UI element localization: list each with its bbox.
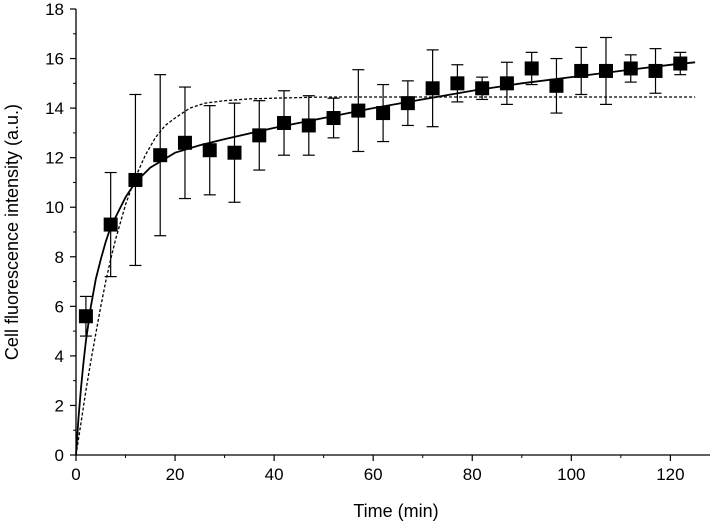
data-point <box>673 56 688 71</box>
data-point <box>648 63 663 78</box>
y-tick-label: 8 <box>55 248 64 267</box>
fit-curves <box>75 61 696 456</box>
data-point <box>598 63 613 78</box>
x-tick-label: 120 <box>656 465 684 484</box>
data-point <box>227 145 242 160</box>
y-tick-label: 18 <box>45 0 64 19</box>
y-tick-label: 10 <box>45 198 64 217</box>
y-tick-label: 16 <box>45 50 64 69</box>
x-tick-label: 20 <box>166 465 185 484</box>
data-point <box>549 78 564 93</box>
data-point <box>400 96 415 111</box>
data-point <box>574 63 589 78</box>
solid-fit-line <box>75 61 696 456</box>
data-point <box>475 81 490 96</box>
y-tick-label: 6 <box>55 297 64 316</box>
data-point <box>351 103 366 118</box>
y-tick-label: 4 <box>55 347 64 366</box>
data-point <box>499 76 514 91</box>
data-point <box>450 76 465 91</box>
x-tick-label: 40 <box>265 465 284 484</box>
dashed-fit-line <box>75 96 696 456</box>
data-point <box>252 128 267 143</box>
x-tick-label: 100 <box>557 465 585 484</box>
data-point <box>202 143 217 158</box>
x-tick-label: 80 <box>463 465 482 484</box>
x-tick-label: 0 <box>71 465 80 484</box>
data-point <box>376 106 391 121</box>
data-point <box>623 61 638 76</box>
data-point <box>103 217 118 232</box>
x-axis-label: Time (min) <box>353 501 438 521</box>
data-points <box>78 36 688 337</box>
data-point <box>524 61 539 76</box>
axes: 0 20 40 60 80 100 120 0 2 4 6 8 10 12 14 16 18 <box>45 0 710 484</box>
y-axis-label: Cell fluorescence intensity (a.u.) <box>2 104 22 360</box>
data-point <box>78 309 93 324</box>
y-tick-label: 0 <box>55 446 64 465</box>
x-tick-label: 60 <box>364 465 383 484</box>
data-point <box>425 81 440 96</box>
data-point <box>128 172 143 187</box>
data-point <box>177 135 192 150</box>
y-tick-label: 12 <box>45 149 64 168</box>
y-tick-label: 2 <box>55 396 64 415</box>
data-point <box>277 115 292 130</box>
data-point <box>301 118 316 133</box>
data-point <box>153 148 168 163</box>
y-tick-label: 14 <box>45 99 64 118</box>
data-point <box>326 111 341 126</box>
